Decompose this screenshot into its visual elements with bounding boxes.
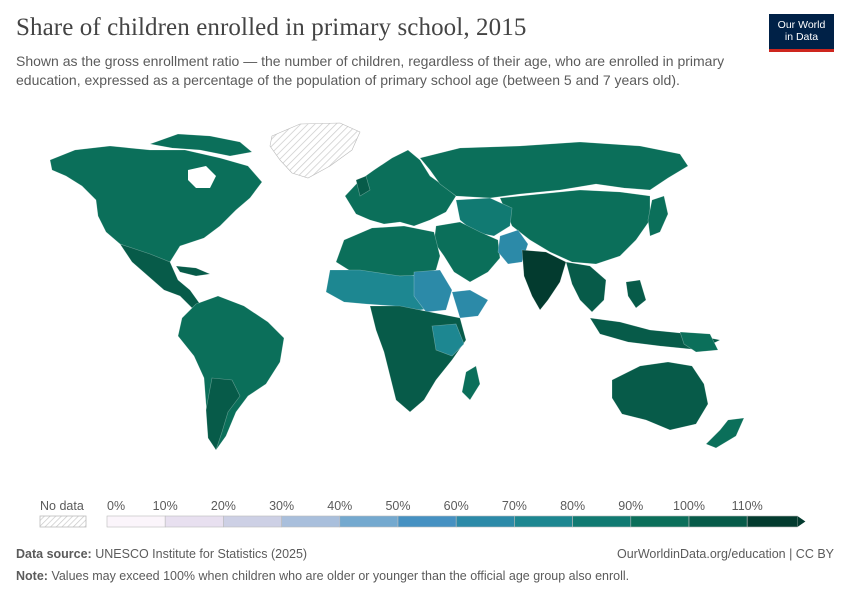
legend-tick-label: 30% bbox=[269, 499, 294, 513]
region-sudan[interactable] bbox=[413, 269, 453, 313]
note-value: Values may exceed 100% when children who… bbox=[51, 569, 630, 583]
region-north-america[interactable] bbox=[49, 145, 263, 263]
data-source-value[interactable]: UNESCO Institute for Statistics (2025) bbox=[95, 547, 308, 561]
legend-bin[interactable] bbox=[223, 515, 282, 528]
legend-tick-label: 70% bbox=[502, 499, 527, 513]
region-horn-of-africa[interactable] bbox=[451, 289, 489, 319]
region-new-zealand[interactable] bbox=[705, 417, 745, 449]
legend-bin[interactable] bbox=[164, 515, 224, 528]
legend-tick-label: 100% bbox=[673, 499, 705, 513]
legend-tick-label: 110% bbox=[732, 499, 763, 513]
legend-bin[interactable] bbox=[281, 515, 341, 528]
data-source-label: Data source: bbox=[16, 547, 92, 561]
legend-arrow bbox=[797, 516, 806, 527]
owid-logo[interactable]: Our World in Data bbox=[769, 14, 834, 52]
legend-bin[interactable] bbox=[455, 515, 515, 528]
legend-tick-label: 50% bbox=[385, 499, 410, 513]
region-russia[interactable] bbox=[419, 141, 689, 199]
region-north-africa[interactable] bbox=[335, 225, 441, 277]
region-argentina[interactable] bbox=[205, 377, 241, 451]
region-central-asia[interactable] bbox=[455, 197, 513, 237]
legend-bin[interactable] bbox=[630, 515, 690, 528]
region-caribbean[interactable] bbox=[175, 265, 212, 277]
source-url[interactable]: OurWorldinData.org/education | CC BY bbox=[616, 547, 834, 561]
legend-bin[interactable] bbox=[514, 515, 573, 528]
region-central-africa[interactable] bbox=[369, 305, 467, 413]
region-south-america[interactable] bbox=[177, 295, 285, 451]
color-legend: No data 0% 10% 20% 30% 40% 50% 60% 70% 80% 90% 100… bbox=[39, 499, 806, 528]
legend-tick-label: 80% bbox=[560, 499, 585, 513]
region-southeast-asia[interactable] bbox=[565, 261, 607, 313]
region-uk[interactable] bbox=[355, 175, 371, 197]
region-india[interactable] bbox=[521, 249, 567, 311]
chart-subtitle: Shown as the gross enrollment ratio — th… bbox=[16, 53, 725, 88]
region-canada-islands[interactable] bbox=[148, 133, 253, 157]
chart-note: Note: Values may exceed 100% when childr… bbox=[16, 569, 629, 583]
legend-tick-label: 40% bbox=[327, 499, 352, 513]
region-japan[interactable] bbox=[647, 195, 669, 237]
region-middle-east[interactable] bbox=[433, 221, 501, 283]
legend-tick-label: 60% bbox=[444, 499, 469, 513]
legend-bin[interactable] bbox=[688, 515, 748, 528]
legend-tick-label: 90% bbox=[618, 499, 643, 513]
logo-line-1: Our World bbox=[777, 19, 826, 31]
legend-tick-label: 20% bbox=[211, 499, 236, 513]
region-east-africa[interactable] bbox=[431, 323, 465, 357]
legend-bin[interactable] bbox=[397, 515, 457, 528]
legend-no-data-swatch bbox=[39, 515, 87, 528]
region-greenland[interactable] bbox=[269, 122, 361, 179]
hudson-bay bbox=[188, 166, 216, 188]
legend-bin[interactable] bbox=[746, 515, 798, 528]
region-philippines[interactable] bbox=[625, 279, 647, 309]
legend-bin[interactable] bbox=[339, 515, 399, 528]
legend-bin[interactable] bbox=[572, 515, 632, 528]
region-pakistan-afghanistan[interactable] bbox=[497, 229, 529, 265]
chart-title: Share of children enrolled in primary sc… bbox=[16, 14, 527, 41]
note-label: Note: bbox=[16, 569, 48, 583]
region-china[interactable] bbox=[499, 189, 651, 265]
legend-bin[interactable] bbox=[106, 515, 166, 528]
region-madagascar[interactable] bbox=[461, 365, 481, 401]
legend-tick-label: 0% bbox=[107, 499, 125, 513]
data-source: Data source: UNESCO Institute for Statis… bbox=[16, 547, 307, 561]
legend-tick-label: 10% bbox=[153, 499, 178, 513]
world-map[interactable] bbox=[0, 118, 850, 490]
logo-line-2: in Data bbox=[784, 31, 819, 43]
region-papua[interactable] bbox=[679, 331, 719, 353]
region-australia[interactable] bbox=[611, 361, 709, 431]
legend-no-data-label: No data bbox=[40, 499, 84, 513]
